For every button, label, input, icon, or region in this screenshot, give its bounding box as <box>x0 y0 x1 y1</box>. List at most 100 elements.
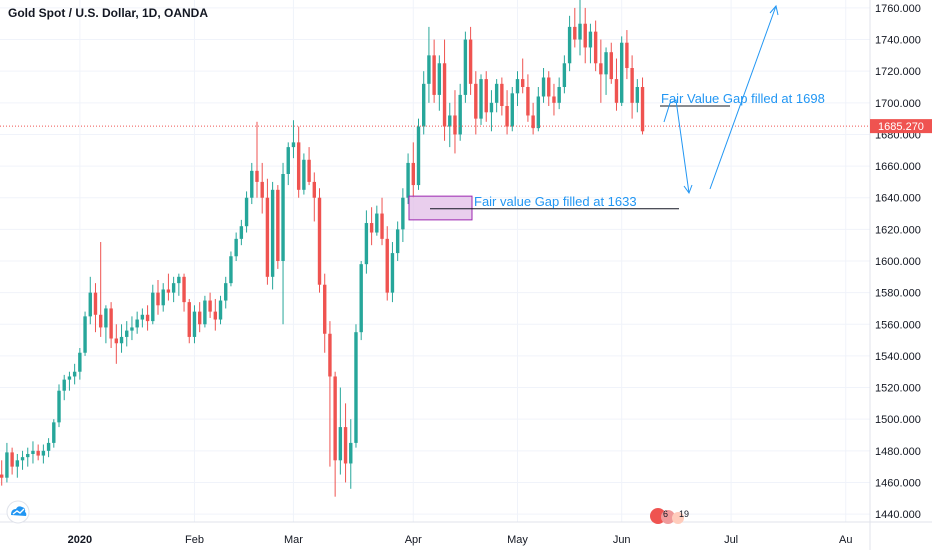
candle-body <box>255 170 259 182</box>
candle <box>276 185 280 269</box>
candle-body <box>531 115 535 129</box>
y-tick-label: 1760.000 <box>875 3 921 15</box>
candle-body <box>635 87 640 103</box>
candle <box>416 118 421 190</box>
candle <box>31 441 35 464</box>
candle-body <box>0 474 4 478</box>
candle <box>15 453 20 478</box>
y-tick-label: 1720.000 <box>875 66 921 78</box>
candle <box>281 162 285 325</box>
candle-body <box>57 390 61 423</box>
candle <box>197 302 202 333</box>
candle <box>109 302 113 348</box>
candle-body <box>296 142 301 190</box>
candle-body <box>583 23 587 48</box>
candle-body <box>369 223 374 233</box>
candle <box>270 181 275 290</box>
candle <box>41 444 46 464</box>
y-tick-label: 1480.000 <box>875 446 921 458</box>
candle <box>265 178 270 285</box>
events-extra: 19 <box>679 509 689 519</box>
candle <box>46 438 51 458</box>
candle <box>250 162 254 205</box>
events-badge[interactable]: 6 19 <box>650 508 689 524</box>
candle-body <box>317 197 322 285</box>
candle-body <box>630 68 634 103</box>
candle <box>166 273 171 301</box>
y-tick-label: 1640.000 <box>875 193 921 205</box>
candle <box>468 26 473 95</box>
candle <box>385 226 389 301</box>
candle-body <box>453 115 457 135</box>
fair-value-gap-box[interactable] <box>408 195 473 221</box>
candle <box>0 460 4 486</box>
candle <box>453 90 457 154</box>
candle <box>125 321 129 347</box>
candle-body <box>125 330 129 337</box>
candle <box>78 348 82 380</box>
candle-body <box>114 338 119 344</box>
y-tick-label: 1740.000 <box>875 35 921 47</box>
candle <box>10 447 14 475</box>
candle <box>343 403 348 483</box>
candle <box>156 279 160 315</box>
cloud-icon <box>11 506 27 516</box>
candle <box>474 71 478 135</box>
candle <box>411 142 415 198</box>
candle <box>302 153 306 195</box>
candle-body <box>192 311 197 337</box>
candle-body <box>224 283 228 301</box>
candle <box>458 83 462 141</box>
candle <box>567 15 572 72</box>
candle <box>448 102 452 148</box>
candle <box>62 374 66 401</box>
last-price-tag: 1685.270 <box>870 119 932 134</box>
candle-body <box>197 311 202 325</box>
candle-body <box>135 319 139 328</box>
candle <box>526 74 530 122</box>
projection-path-down[interactable] <box>663 99 690 194</box>
candle <box>218 295 223 325</box>
candle-body <box>291 142 296 148</box>
candle <box>573 7 577 48</box>
x-tick-label: Jun <box>613 534 631 546</box>
x-tick-label: Jul <box>724 534 738 546</box>
candle <box>52 419 56 448</box>
flag-icon-3 <box>672 512 684 524</box>
candle-body <box>552 96 556 103</box>
candle-body <box>26 453 30 458</box>
candle-body <box>599 63 603 75</box>
candle <box>375 205 379 236</box>
candle-body <box>182 276 186 303</box>
candle-body <box>171 283 176 293</box>
fvg-1633-label: Fair value Gap filled at 1633 <box>474 194 637 209</box>
candle <box>208 292 212 318</box>
candle-body <box>250 170 254 198</box>
candle-body <box>640 87 645 132</box>
projection-path-up[interactable] <box>709 5 777 190</box>
candle <box>552 83 556 116</box>
candle <box>531 102 535 135</box>
tradingview-logo[interactable] <box>6 500 30 524</box>
candle-body <box>547 77 551 97</box>
candle <box>614 58 619 111</box>
candle-body <box>338 427 343 461</box>
candle-body <box>83 316 87 353</box>
candle-body <box>213 311 218 320</box>
candle-body <box>98 314 103 328</box>
flag-icon-2 <box>661 510 675 524</box>
candle-body <box>307 159 311 182</box>
candle <box>364 210 369 274</box>
candle <box>307 147 311 186</box>
candle <box>599 39 603 103</box>
candle-body <box>521 79 525 87</box>
candle <box>541 68 546 103</box>
candle <box>171 276 176 303</box>
last-price-label: 1685.270 <box>878 121 924 133</box>
candle-body <box>166 289 171 293</box>
candle-body <box>104 308 108 328</box>
candle <box>390 242 395 303</box>
candle-body <box>359 264 363 333</box>
candle-body <box>588 31 593 48</box>
